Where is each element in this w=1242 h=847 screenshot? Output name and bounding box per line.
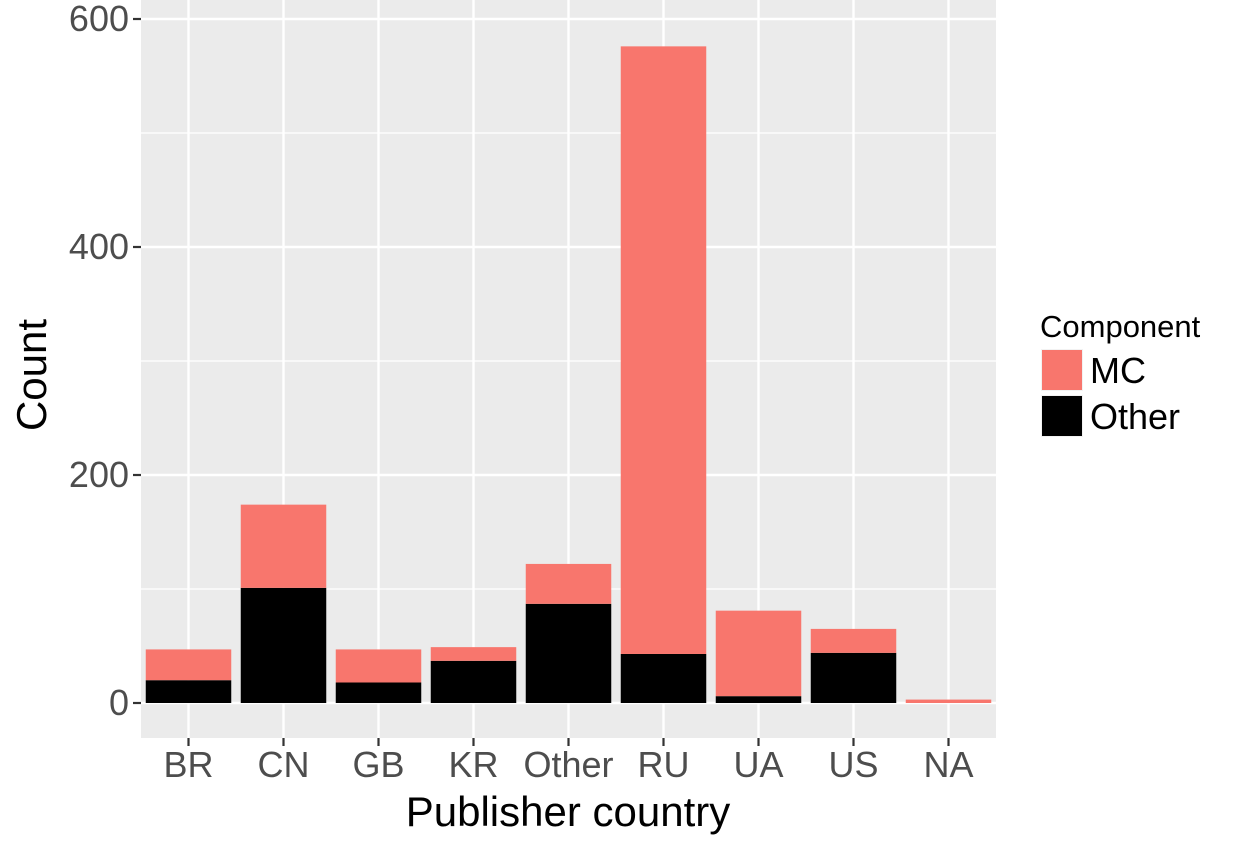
x-axis-title: Publisher country: [406, 788, 731, 835]
bar-other-cn: [240, 587, 327, 703]
bar-other-ua: [715, 696, 802, 703]
x-tick-label: BR: [163, 744, 213, 785]
bar-mc-us: [810, 628, 897, 653]
legend-title: Component: [1040, 309, 1201, 344]
bar-other-ru: [620, 653, 707, 703]
bar-other-gb: [335, 682, 422, 703]
bar-mc-ru: [620, 46, 707, 654]
y-tick-label: 0: [109, 682, 129, 723]
y-tick-label: 400: [69, 226, 129, 267]
bar-other-kr: [430, 660, 517, 703]
bar-mc-cn: [240, 504, 327, 588]
y-tick-label: 200: [69, 454, 129, 495]
bar-mc-br: [145, 649, 232, 681]
x-tick-label: UA: [733, 744, 783, 785]
x-tick-label: RU: [638, 744, 690, 785]
bar-mc-na: [905, 699, 992, 703]
bar-mc-other: [525, 563, 612, 604]
y-tick-label: 600: [69, 0, 129, 39]
x-tick-label: GB: [352, 744, 404, 785]
bars: [145, 46, 992, 703]
legend-swatch-mc: [1042, 350, 1082, 390]
x-tick-label: US: [828, 744, 878, 785]
bar-mc-ua: [715, 610, 802, 697]
axes: 0 200 400 600 BR CN GB KR Other RU UA US NA: [69, 0, 974, 785]
legend: Component MC Other: [1040, 309, 1201, 437]
bar-other-us: [810, 652, 897, 703]
legend-swatch-other: [1042, 396, 1082, 436]
bar-mc-gb: [335, 649, 422, 683]
grid-lines: [141, 0, 996, 738]
x-tick-label: Other: [523, 744, 613, 785]
legend-items: MC Other: [1041, 349, 1180, 437]
x-tick-label: CN: [258, 744, 310, 785]
legend-label-other: Other: [1090, 396, 1180, 437]
bar-other-other: [525, 603, 612, 703]
y-axis-title: Count: [8, 319, 55, 431]
x-tick-label: KR: [448, 744, 498, 785]
legend-label-mc: MC: [1090, 350, 1146, 391]
bar-other-br: [145, 680, 232, 703]
x-tick-label: NA: [923, 744, 973, 785]
bar-mc-kr: [430, 647, 517, 661]
